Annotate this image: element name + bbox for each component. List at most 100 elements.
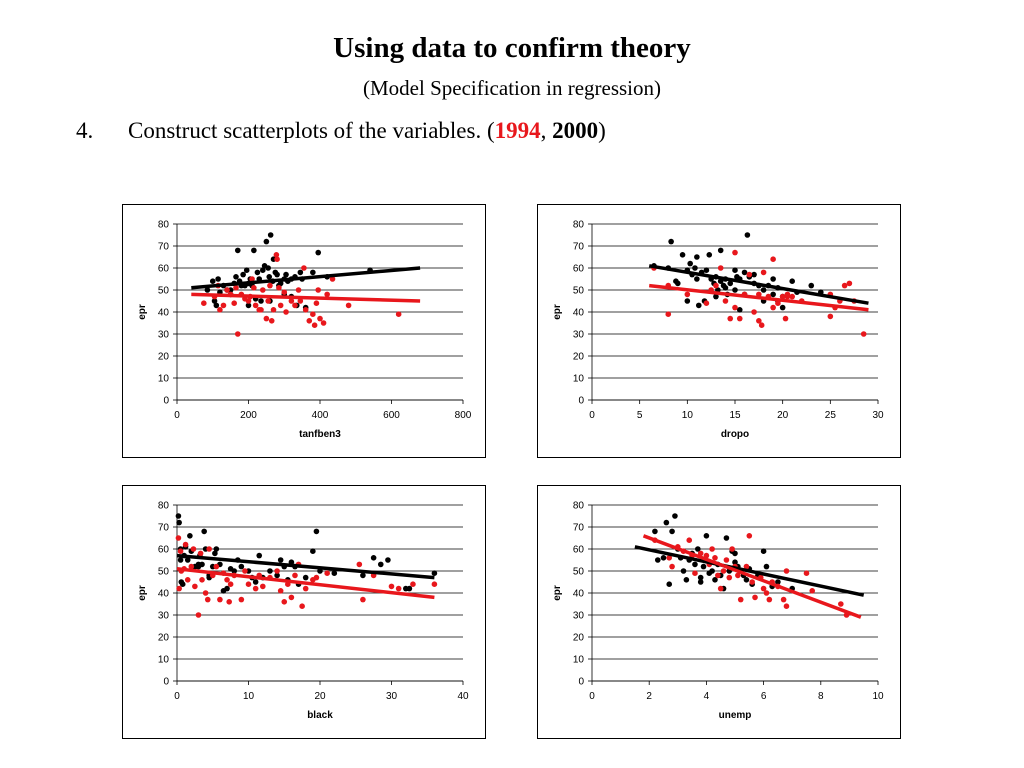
data-point: [654, 557, 661, 563]
data-point: [329, 276, 336, 282]
data-point: [695, 302, 702, 309]
data-point: [735, 572, 741, 579]
chart-svg-black: 0 10 20 30 40 50 60 70 80 0 10 20 30 40 black epr: [137, 501, 469, 722]
data-point: [660, 555, 667, 561]
data-point: [201, 528, 207, 535]
y-tick-label: 10: [573, 374, 585, 385]
x-tick-label: 10: [682, 410, 694, 421]
x-tick-label: 0: [174, 410, 180, 421]
data-point: [706, 252, 713, 258]
data-point: [266, 274, 273, 280]
data-point: [697, 579, 704, 585]
data-point: [756, 318, 762, 324]
data-point: [274, 568, 280, 574]
data-point: [310, 311, 316, 317]
y-tick-label: 20: [158, 352, 170, 363]
data-point: [713, 293, 719, 300]
data-point: [213, 546, 220, 552]
trend-line: [191, 292, 421, 303]
data-point: [224, 585, 230, 592]
y-tick-label: 0: [578, 677, 584, 688]
data-point: [220, 302, 227, 309]
data-point: [395, 585, 402, 592]
data-point: [245, 302, 252, 309]
y-tick-label: 60: [573, 545, 585, 556]
data-point: [258, 307, 264, 313]
data-point: [204, 596, 211, 603]
y-axis-label: epr: [552, 585, 563, 601]
scatter-panel-dropo: 0 10 20 30 40 50 60 70 80 0 5 10 15 20 25 30 dropo epr: [537, 204, 901, 458]
comma-separator: ,: [540, 118, 553, 143]
data-point: [288, 594, 295, 601]
data-point: [233, 274, 239, 280]
x-tick-label: 25: [825, 410, 837, 421]
data-point: [732, 304, 738, 311]
data-point: [224, 287, 230, 293]
data-point: [226, 599, 232, 605]
data-point: [199, 577, 205, 583]
data-point: [197, 550, 204, 557]
data-point: [263, 238, 270, 245]
chart-svg-unemp: 0 10 20 30 40 50 60 70 80 0 2 4 6 8 10 unemp epr: [552, 501, 884, 722]
data-point: [217, 307, 223, 313]
data-point: [260, 287, 266, 293]
data-point: [789, 293, 795, 300]
data-point: [177, 557, 184, 563]
data-point: [669, 563, 675, 570]
data-point: [242, 568, 248, 574]
x-tick-label: 6: [761, 691, 767, 702]
y-tick-label: 80: [158, 220, 170, 231]
data-point: [356, 561, 363, 568]
data-point: [274, 256, 280, 262]
x-tick-label: 200: [240, 410, 257, 421]
data-point: [313, 300, 320, 306]
data-point: [270, 307, 277, 313]
data-point: [665, 311, 672, 317]
data-point: [299, 603, 305, 609]
data-point: [789, 278, 795, 284]
chart-svg-dropo: 0 10 20 30 40 50 60 70 80 0 5 10 15 20 25 30 dropo epr: [552, 220, 884, 441]
y-tick-label: 10: [573, 655, 585, 666]
y-tick-label: 30: [158, 611, 170, 622]
data-point: [388, 583, 395, 590]
data-point: [260, 267, 266, 273]
data-point: [238, 563, 245, 570]
data-point: [770, 256, 776, 262]
y-tick-label: 40: [573, 589, 585, 600]
data-point: [211, 298, 218, 304]
data-point: [215, 276, 221, 282]
data-point: [736, 315, 743, 322]
data-point: [267, 282, 273, 289]
data-point: [190, 546, 197, 552]
year-1994-label: 1994: [494, 118, 541, 143]
data-point: [770, 291, 776, 298]
trend-line: [191, 266, 421, 290]
x-tick-label: 30: [872, 410, 884, 421]
data-point: [184, 577, 191, 583]
data-point: [267, 568, 273, 574]
y-tick-label: 50: [573, 286, 585, 297]
data-point: [213, 302, 220, 309]
data-point: [726, 574, 733, 581]
data-point: [176, 585, 182, 592]
data-point: [283, 309, 289, 315]
data-point: [784, 291, 791, 298]
y-tick-label: 30: [158, 330, 170, 341]
data-point: [770, 304, 776, 311]
data-point: [306, 318, 313, 324]
bullet-text: Construct scatterplots of the variables.…: [128, 118, 495, 143]
y-tick-label: 40: [158, 308, 170, 319]
data-point: [385, 557, 391, 563]
data-point: [245, 581, 252, 587]
y-tick-label: 20: [158, 633, 170, 644]
data-point: [775, 300, 781, 306]
data-point: [808, 282, 815, 289]
data-point: [320, 320, 327, 326]
data-point: [206, 546, 212, 552]
data-point: [732, 550, 738, 557]
data-point: [283, 271, 289, 278]
x-tick-label: 5: [637, 410, 643, 421]
y-tick-label: 80: [158, 501, 170, 512]
data-point: [252, 585, 259, 592]
data-point: [310, 548, 316, 554]
